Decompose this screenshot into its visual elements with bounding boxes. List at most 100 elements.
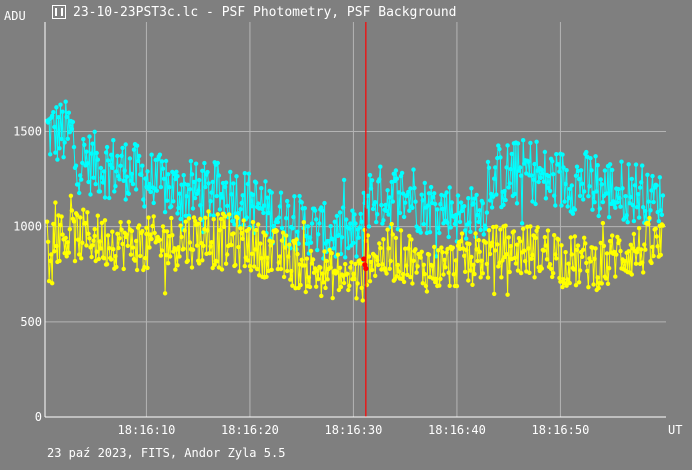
time-cursor[interactable] — [361, 22, 369, 417]
data-point — [347, 226, 352, 231]
data-point — [660, 223, 666, 228]
data-point — [466, 196, 471, 201]
data-point — [205, 169, 210, 175]
data-point — [613, 205, 618, 210]
data-point — [200, 258, 205, 263]
data-point — [166, 172, 171, 177]
data-point — [450, 245, 455, 250]
data-point — [367, 172, 373, 178]
data-point — [399, 170, 405, 176]
data-point — [340, 205, 346, 210]
data-point — [314, 217, 319, 222]
data-point — [202, 160, 207, 166]
chart-title: 23-10-23PST3c.lc - PSF Photometry, PSF B… — [73, 4, 457, 20]
data-point — [467, 220, 472, 225]
data-point — [304, 256, 310, 261]
data-point — [603, 276, 609, 281]
data-point — [646, 199, 651, 204]
data-point — [140, 229, 145, 234]
data-point — [447, 283, 452, 288]
data-point — [604, 251, 610, 256]
data-point — [545, 185, 551, 190]
data-point — [193, 161, 199, 166]
data-point — [477, 208, 482, 213]
data-point — [506, 185, 511, 190]
data-point — [410, 205, 415, 210]
data-point — [519, 221, 525, 226]
data-point — [353, 221, 358, 226]
data-point — [197, 261, 202, 266]
data-point — [523, 258, 528, 264]
data-point — [462, 204, 467, 209]
data-point — [197, 177, 202, 183]
data-point — [634, 205, 640, 210]
data-point — [316, 276, 321, 282]
data-point — [414, 270, 419, 275]
data-point — [494, 192, 499, 197]
data-point — [222, 184, 228, 190]
data-point — [123, 197, 128, 202]
data-point — [580, 254, 585, 259]
data-point — [320, 271, 325, 276]
data-point — [602, 168, 608, 173]
data-point — [479, 258, 484, 263]
data-point — [54, 243, 59, 249]
data-point — [95, 157, 101, 162]
data-point — [351, 240, 356, 246]
data-point — [299, 257, 304, 262]
data-point — [111, 138, 116, 143]
data-point — [453, 258, 459, 263]
data-point — [305, 224, 311, 229]
data-point — [130, 245, 136, 250]
data-point — [378, 164, 383, 169]
data-point — [237, 269, 242, 274]
data-point — [71, 219, 77, 224]
data-point — [249, 204, 255, 209]
data-point — [547, 188, 553, 194]
data-point — [117, 177, 122, 182]
data-point — [65, 240, 71, 245]
data-point — [190, 247, 196, 252]
data-point — [487, 198, 493, 203]
cursor-point — [361, 256, 367, 262]
data-point — [119, 227, 124, 232]
data-point — [434, 276, 439, 282]
data-point — [109, 257, 114, 262]
data-point — [74, 212, 80, 218]
data-point — [338, 284, 344, 290]
data-point — [459, 208, 465, 214]
data-point — [130, 181, 136, 187]
data-point — [459, 231, 465, 236]
data-point — [145, 169, 150, 174]
data-point — [279, 225, 285, 231]
data-point — [54, 105, 59, 110]
data-point — [487, 251, 493, 257]
data-point — [175, 174, 180, 179]
data-point — [501, 202, 506, 208]
data-point — [70, 119, 76, 125]
data-point — [238, 226, 243, 231]
data-point — [577, 193, 583, 199]
data-point — [410, 281, 415, 286]
data-point — [577, 268, 583, 273]
data-point — [154, 188, 159, 193]
data-point — [346, 287, 351, 293]
data-point — [241, 218, 246, 223]
data-point — [84, 149, 89, 154]
data-point — [290, 283, 295, 288]
data-point — [332, 219, 337, 224]
data-point — [381, 218, 386, 223]
data-point — [606, 266, 612, 271]
data-point — [150, 223, 155, 229]
data-point — [610, 233, 615, 238]
data-point — [396, 269, 402, 274]
data-point — [159, 248, 165, 253]
data-point — [561, 277, 566, 282]
data-point — [643, 208, 648, 214]
data-point — [167, 185, 172, 190]
data-point — [408, 274, 413, 280]
data-point — [557, 275, 562, 281]
data-point — [351, 271, 356, 276]
data-point — [275, 266, 281, 272]
